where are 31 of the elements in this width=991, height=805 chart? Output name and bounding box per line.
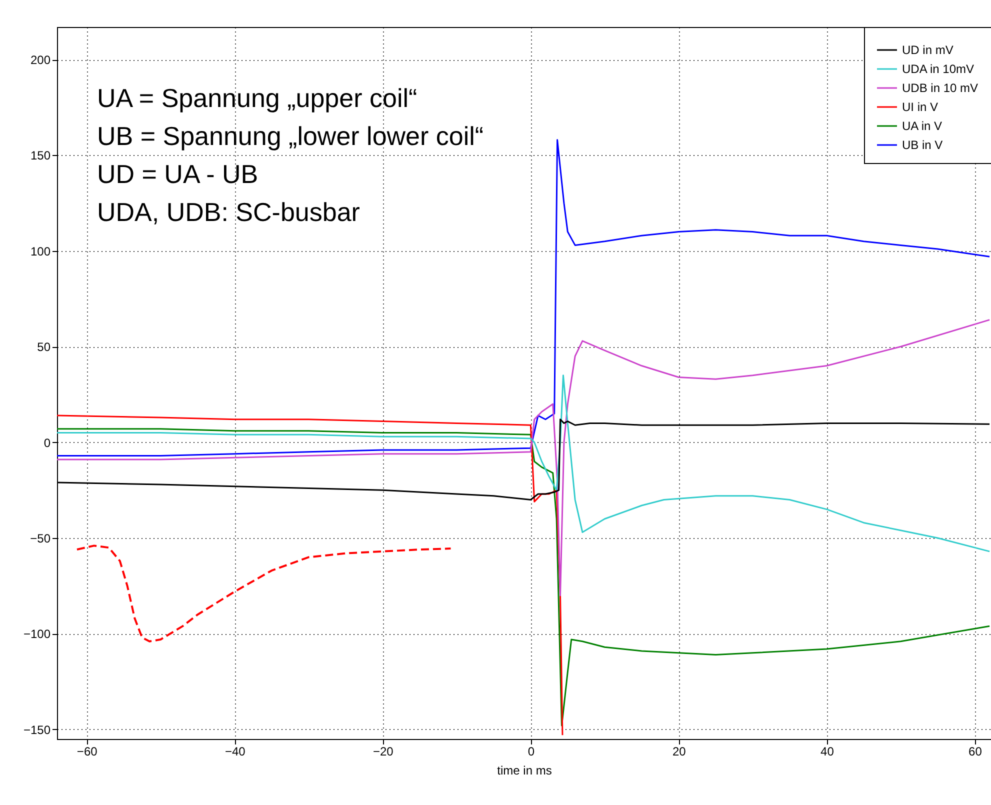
x-axis-title: time in ms	[497, 764, 552, 778]
legend-label: UDA in 10mV	[902, 62, 974, 76]
y-tick-label: −50	[30, 532, 51, 546]
y-tick-label: −100	[23, 627, 51, 642]
x-tick-label: −40	[224, 744, 246, 758]
line-series	[57, 319, 990, 596]
line-series	[57, 414, 564, 736]
x-tick-label: −20	[372, 744, 394, 758]
y-tick-label: 200	[30, 53, 51, 68]
y-tick-label: 150	[30, 148, 51, 163]
x-tick-label: 60	[968, 744, 982, 758]
annotation: UD = UA - UB	[97, 159, 258, 189]
x-tick-label: 20	[672, 744, 686, 758]
legend-label: UD in mV	[902, 43, 954, 57]
annotation: UB = Spannung „lower lower coil“	[97, 121, 484, 151]
annotation: UDA, UDB: SC-busbar	[97, 197, 360, 227]
y-tick-label: −150	[23, 722, 51, 737]
x-tick-label: 40	[820, 744, 834, 758]
annotation: UA = Spannung „upper coil“	[97, 83, 418, 113]
x-tick-label: 0	[528, 744, 535, 758]
line-series	[76, 544, 452, 642]
y-tick-label: 0	[44, 436, 51, 450]
x-tick-label: −60	[76, 744, 98, 758]
line-series	[57, 428, 990, 726]
legend-label: UI in V	[902, 100, 938, 114]
legend-label: UB in V	[902, 138, 943, 152]
legend-label: UDB in 10 mV	[902, 81, 978, 95]
y-tick-label: 100	[30, 244, 51, 258]
y-tick-label: 50	[37, 340, 51, 354]
legend-label: UA in V	[902, 119, 942, 133]
line-series	[57, 374, 990, 552]
